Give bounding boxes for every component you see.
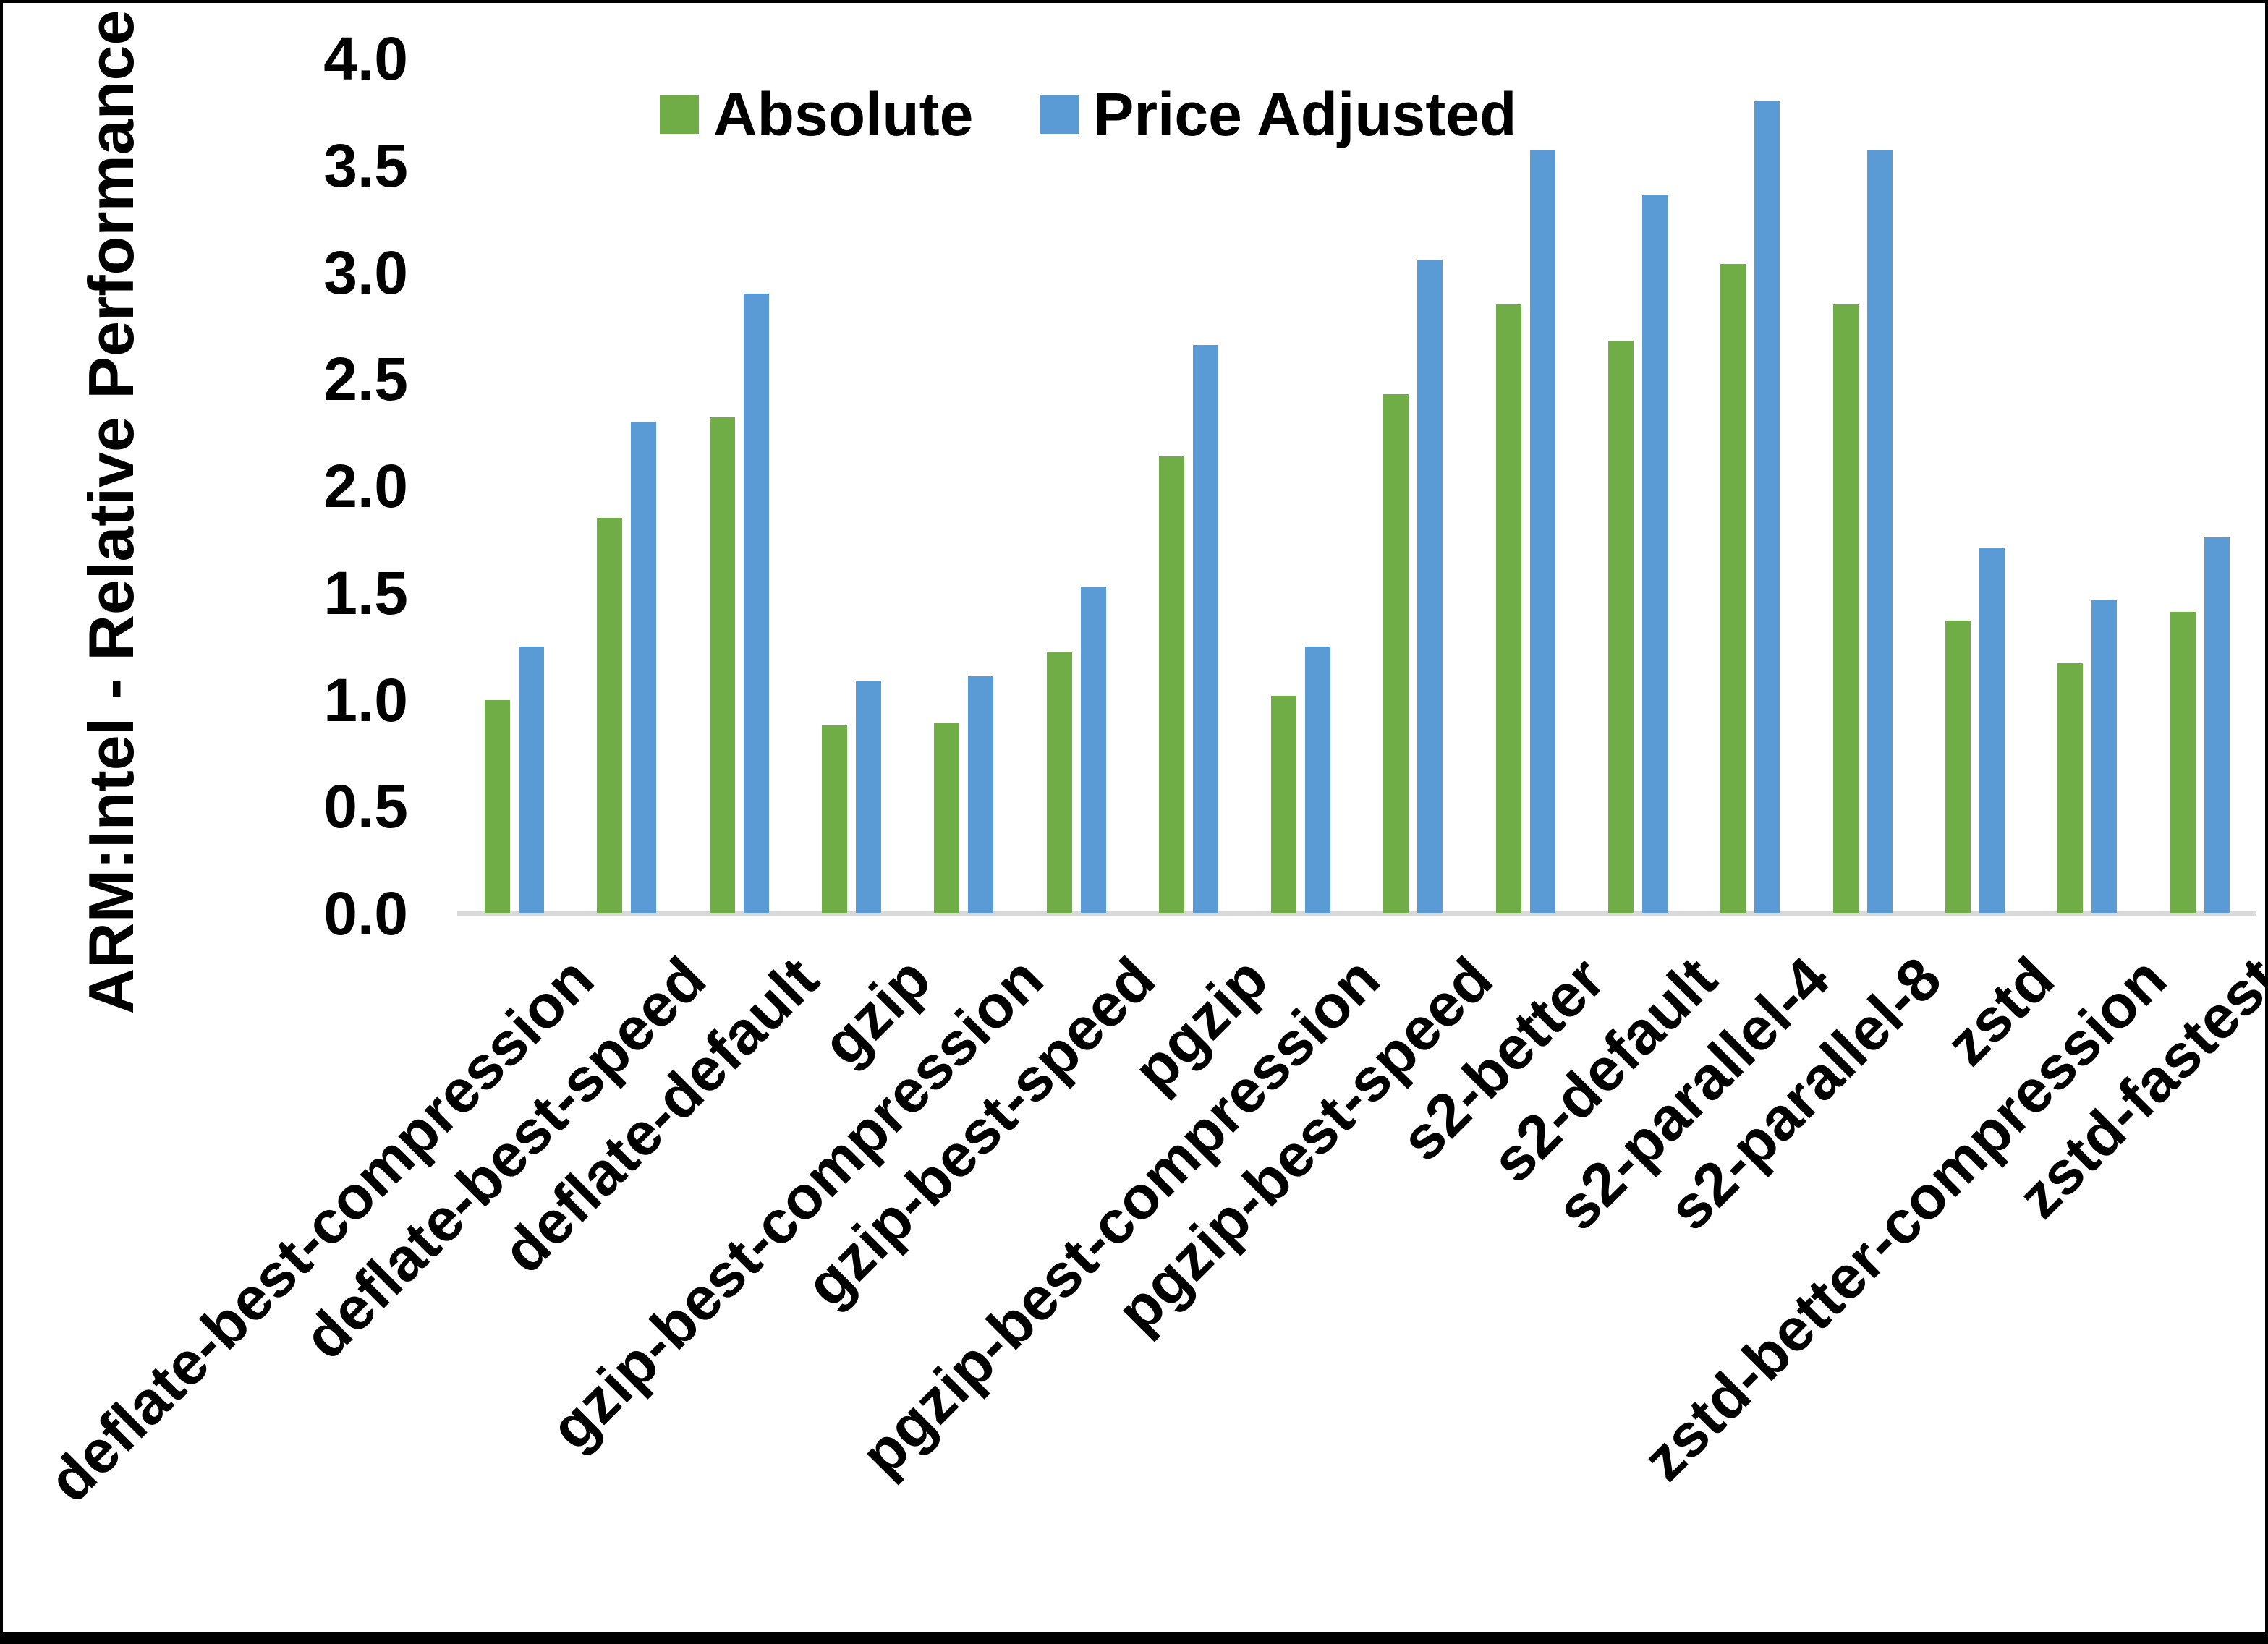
bar-price-adjusted-gzip-best-compression bbox=[968, 676, 994, 913]
bar-absolute-s2-better bbox=[1495, 304, 1521, 913]
bar-price-adjusted-zstd-fastest bbox=[2204, 537, 2230, 913]
bar-absolute-pgzip-best-compression bbox=[1271, 695, 1297, 913]
legend-item-price-adjusted: Price Adjusted bbox=[1040, 80, 1517, 148]
bar-absolute-gzip-best-speed bbox=[1046, 652, 1072, 913]
bar-price-adjusted-pgzip-best-speed bbox=[1417, 259, 1443, 913]
bar-price-adjusted-pgzip bbox=[1192, 344, 1218, 913]
bar-price-adjusted-zstd-better-compression bbox=[2091, 599, 2118, 913]
bar-absolute-s2-parallel-8 bbox=[1832, 304, 1859, 913]
y-tick-label: 3.0 bbox=[323, 238, 408, 307]
bar-price-adjusted-zstd bbox=[1979, 548, 2005, 913]
bar-absolute-zstd-better-compression bbox=[2057, 663, 2084, 913]
y-tick-label: 2.0 bbox=[323, 452, 408, 520]
bar-price-adjusted-deflate-default bbox=[743, 294, 769, 913]
bar-absolute-deflate-best-compression bbox=[485, 699, 510, 913]
bar-price-adjusted-s2-better bbox=[1529, 150, 1555, 913]
y-tick-label: 4.0 bbox=[323, 25, 408, 93]
x-axis-baseline bbox=[457, 911, 2256, 916]
legend-item-absolute: Absolute bbox=[660, 80, 974, 148]
legend-swatch-price-adjusted bbox=[1040, 95, 1079, 134]
bar-absolute-s2-default bbox=[1608, 341, 1634, 913]
bar-price-adjusted-s2-parallel-4 bbox=[1754, 101, 1780, 913]
y-tick-label: 1.0 bbox=[323, 665, 408, 734]
bar-absolute-zstd-fastest bbox=[2170, 612, 2196, 913]
bar-absolute-pgzip bbox=[1158, 456, 1184, 913]
legend: Absolute Price Adjusted bbox=[660, 80, 1517, 148]
legend-label-absolute: Absolute bbox=[713, 80, 974, 148]
bar-price-adjusted-s2-parallel-8 bbox=[1866, 150, 1893, 913]
y-tick-label: 3.5 bbox=[323, 131, 408, 200]
bar-price-adjusted-s2-default bbox=[1642, 195, 1668, 913]
bar-absolute-pgzip-best-speed bbox=[1383, 393, 1409, 913]
bar-absolute-deflate-default bbox=[709, 417, 735, 913]
bar-absolute-gzip bbox=[821, 725, 847, 913]
y-axis-title: ARM:Intel - Relative Performance bbox=[75, 9, 147, 1015]
y-tick-label: 0.0 bbox=[323, 880, 408, 947]
bar-price-adjusted-deflate-best-compression bbox=[519, 646, 544, 913]
legend-swatch-absolute bbox=[660, 95, 699, 134]
bar-absolute-zstd bbox=[1945, 621, 1971, 913]
bar-price-adjusted-pgzip-best-compression bbox=[1305, 646, 1331, 913]
bar-absolute-gzip-best-compression bbox=[934, 723, 960, 913]
bar-price-adjusted-gzip bbox=[855, 680, 881, 913]
y-tick-label: 2.5 bbox=[323, 345, 408, 414]
bar-absolute-deflate-best-speed bbox=[597, 518, 623, 913]
bar-price-adjusted-gzip-best-speed bbox=[1080, 586, 1106, 913]
y-tick-label: 1.5 bbox=[323, 558, 408, 627]
y-tick-label: 0.5 bbox=[323, 772, 408, 841]
legend-label-price-adjusted: Price Adjusted bbox=[1093, 80, 1517, 148]
bar-absolute-s2-parallel-4 bbox=[1720, 263, 1746, 913]
bar-price-adjusted-deflate-best-speed bbox=[631, 422, 657, 913]
